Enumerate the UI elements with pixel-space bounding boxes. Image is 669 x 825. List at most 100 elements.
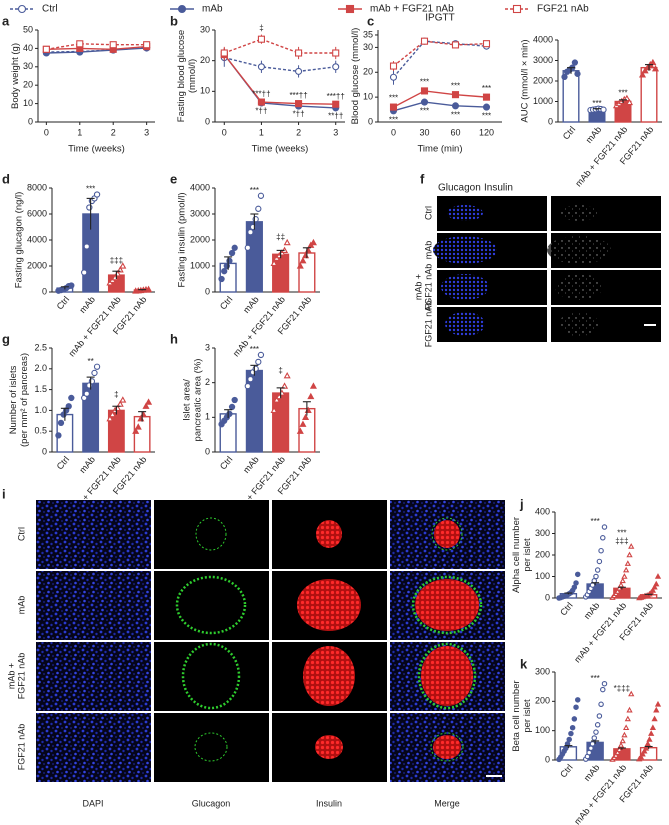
marker bbox=[628, 543, 635, 549]
significance: *** bbox=[451, 81, 460, 90]
marker bbox=[247, 229, 254, 236]
marker bbox=[142, 402, 150, 409]
y-tick-label: 1000 bbox=[533, 96, 553, 106]
row-label: FGF21 nAb bbox=[423, 264, 433, 311]
marker bbox=[644, 740, 651, 747]
marker bbox=[639, 750, 646, 757]
marker bbox=[617, 581, 625, 588]
marker bbox=[601, 524, 608, 530]
significance: *** bbox=[389, 94, 398, 103]
y-axis-label: Beta cell number bbox=[511, 680, 522, 751]
marker bbox=[648, 730, 655, 736]
marker bbox=[283, 372, 291, 379]
y-tick-label: 0 bbox=[42, 286, 47, 296]
significance: *** bbox=[250, 345, 259, 354]
significance: ‡‡ bbox=[276, 233, 285, 242]
x-axis-label: Time (weeks) bbox=[68, 144, 125, 155]
y-tick-label: 2.0 bbox=[34, 363, 47, 373]
row-label: mAb + bbox=[413, 274, 423, 300]
marker bbox=[218, 275, 225, 283]
marker bbox=[646, 736, 653, 742]
y-tick-label: 0 bbox=[205, 446, 210, 456]
tissue bbox=[555, 274, 603, 300]
y-tick-label: 0 bbox=[28, 116, 33, 126]
marker bbox=[574, 571, 581, 578]
legend-label: mAb bbox=[202, 4, 223, 15]
marker bbox=[255, 205, 262, 212]
marker bbox=[257, 351, 265, 359]
significance: ‡ bbox=[259, 24, 263, 33]
panel-letter: d bbox=[2, 171, 10, 186]
y-tick-label: 4000 bbox=[27, 234, 47, 244]
marker bbox=[307, 392, 315, 400]
significance: *** bbox=[618, 89, 627, 98]
y-tick-label: 2 bbox=[205, 377, 210, 387]
y-tick-label: 10 bbox=[23, 98, 33, 108]
marker bbox=[244, 382, 251, 390]
row-label: mAb bbox=[16, 596, 26, 615]
significance: ‡ bbox=[278, 366, 282, 375]
marker bbox=[220, 49, 228, 57]
series-line bbox=[223, 54, 336, 109]
y-axis-label: Body weight (g) bbox=[10, 43, 21, 109]
micrograph bbox=[36, 713, 151, 782]
x-tick-label: 2 bbox=[111, 127, 116, 137]
y-tick-label: 0 bbox=[205, 116, 210, 126]
panel-letter: j bbox=[519, 496, 524, 511]
panel-letter: e bbox=[170, 171, 177, 186]
significance: *** bbox=[86, 185, 95, 194]
marker bbox=[57, 419, 65, 427]
marker bbox=[332, 63, 340, 71]
y-tick-label: 0 bbox=[545, 754, 550, 764]
tissue bbox=[441, 274, 489, 300]
significance: *** bbox=[617, 529, 626, 538]
y-tick-label: 8000 bbox=[27, 182, 47, 192]
marker bbox=[295, 100, 303, 108]
x-tick-label: 1 bbox=[77, 127, 82, 137]
x-tick-label: Ctrl bbox=[55, 454, 72, 471]
marker bbox=[119, 396, 127, 403]
series-line bbox=[224, 38, 336, 54]
glucagon-stain bbox=[175, 575, 247, 635]
tissue bbox=[561, 205, 597, 221]
marker bbox=[569, 724, 576, 731]
series-line bbox=[46, 43, 147, 51]
significance: *** bbox=[250, 186, 259, 195]
x-tick-label: mAb bbox=[241, 294, 261, 315]
significance: ‡‡‡ bbox=[110, 256, 123, 265]
chart-title: IPGTT bbox=[425, 13, 454, 24]
marker bbox=[593, 573, 599, 580]
legend-label: Ctrl bbox=[42, 4, 58, 15]
marker bbox=[296, 427, 304, 434]
marker bbox=[299, 420, 307, 427]
panel-letter: i bbox=[2, 486, 6, 501]
marker bbox=[451, 91, 460, 99]
x-tick-label: Ctrl bbox=[561, 124, 578, 141]
marker bbox=[93, 363, 101, 370]
marker bbox=[309, 238, 317, 246]
marker bbox=[625, 98, 634, 106]
x-tick-label: mAb bbox=[582, 762, 602, 783]
marker bbox=[622, 566, 630, 573]
x-tick-label: 2 bbox=[296, 127, 301, 137]
marker bbox=[270, 259, 278, 267]
column-label: Glucagon bbox=[192, 798, 231, 808]
significance: ***†† bbox=[327, 92, 345, 101]
marker bbox=[651, 583, 658, 590]
marker bbox=[295, 49, 303, 57]
marker bbox=[389, 62, 398, 70]
micrograph bbox=[154, 713, 269, 782]
y-axis-label: Blood glucose (mmol/l) bbox=[350, 28, 361, 125]
series-line bbox=[224, 56, 336, 73]
marker bbox=[586, 749, 592, 756]
marker bbox=[653, 706, 660, 713]
marker bbox=[83, 390, 90, 397]
x-tick-label: mAb bbox=[77, 454, 97, 475]
x-tick-label: 60 bbox=[450, 127, 460, 137]
legend-label: mAb + FGF21 nAb bbox=[370, 4, 454, 15]
significance: ***†† bbox=[289, 91, 307, 100]
x-tick-label: 0 bbox=[222, 127, 227, 137]
marker bbox=[420, 37, 429, 45]
series-line bbox=[393, 101, 487, 112]
micrograph bbox=[36, 500, 151, 569]
